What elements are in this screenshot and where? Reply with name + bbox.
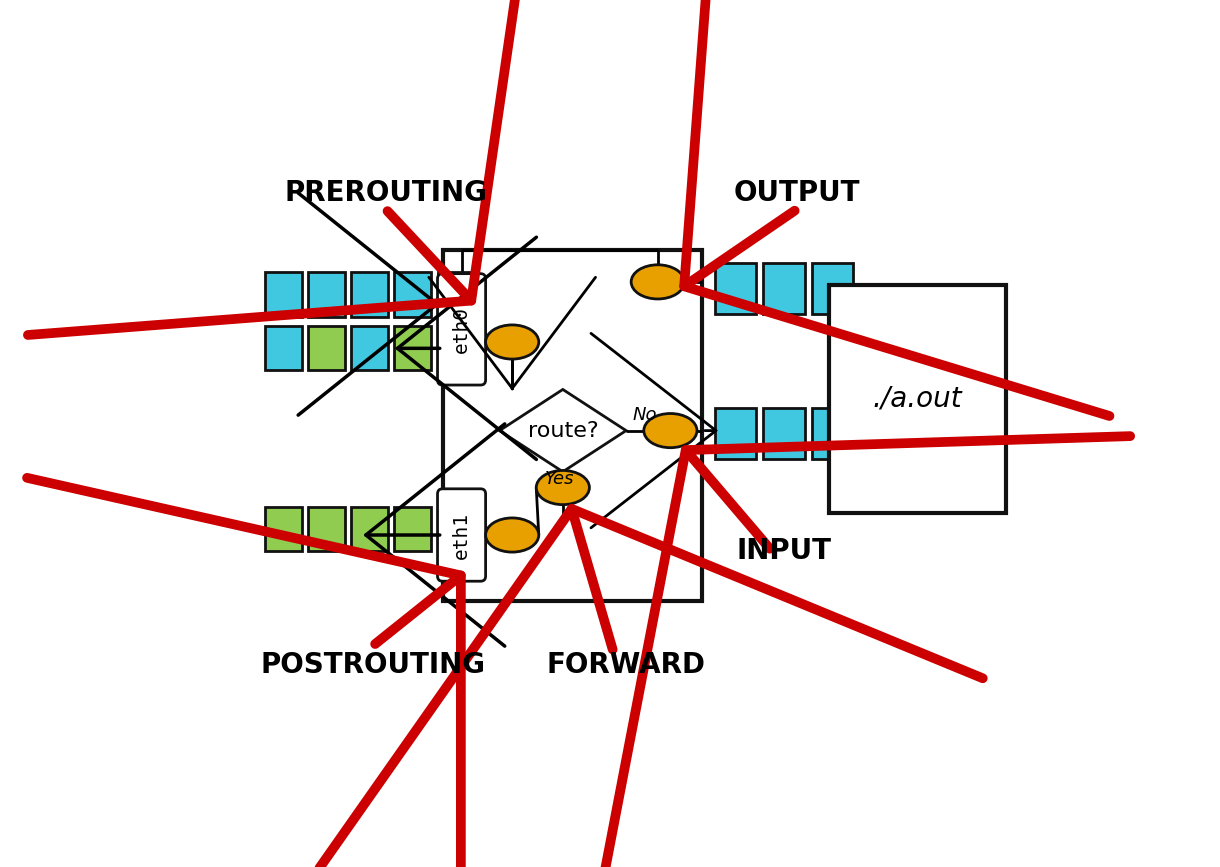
Bar — [351, 272, 388, 316]
Ellipse shape — [486, 518, 539, 552]
Bar — [309, 272, 345, 316]
Ellipse shape — [631, 264, 684, 299]
Bar — [438, 272, 475, 316]
Bar — [309, 326, 345, 370]
Bar — [443, 251, 702, 602]
Bar — [351, 326, 388, 370]
Text: Yes: Yes — [545, 470, 575, 488]
Text: route?: route? — [527, 420, 598, 440]
Text: POSTROUTING: POSTROUTING — [260, 651, 486, 679]
Bar — [266, 272, 303, 316]
Text: eth0: eth0 — [453, 306, 471, 353]
Bar — [813, 263, 853, 314]
Ellipse shape — [537, 471, 589, 505]
Bar — [438, 326, 475, 370]
Bar — [266, 506, 303, 551]
Bar — [828, 285, 1005, 513]
Polygon shape — [499, 389, 626, 472]
Text: PREROUTING: PREROUTING — [284, 179, 487, 207]
Text: ./a.out: ./a.out — [872, 385, 963, 413]
Bar — [394, 272, 431, 316]
Bar — [309, 506, 345, 551]
Bar — [438, 506, 475, 551]
Text: No: No — [632, 406, 656, 424]
Bar — [764, 408, 804, 459]
FancyBboxPatch shape — [438, 274, 486, 385]
Bar — [351, 506, 388, 551]
FancyBboxPatch shape — [438, 489, 486, 581]
Ellipse shape — [644, 414, 697, 447]
Ellipse shape — [486, 325, 539, 359]
Text: FORWARD: FORWARD — [547, 651, 705, 679]
Text: OUTPUT: OUTPUT — [733, 179, 860, 207]
Bar — [715, 263, 756, 314]
Bar — [715, 408, 756, 459]
Bar — [813, 408, 853, 459]
Text: INPUT: INPUT — [737, 537, 832, 564]
Bar — [266, 326, 303, 370]
Bar — [764, 263, 804, 314]
Text: eth1: eth1 — [453, 512, 471, 558]
Bar — [394, 326, 431, 370]
Bar — [394, 506, 431, 551]
